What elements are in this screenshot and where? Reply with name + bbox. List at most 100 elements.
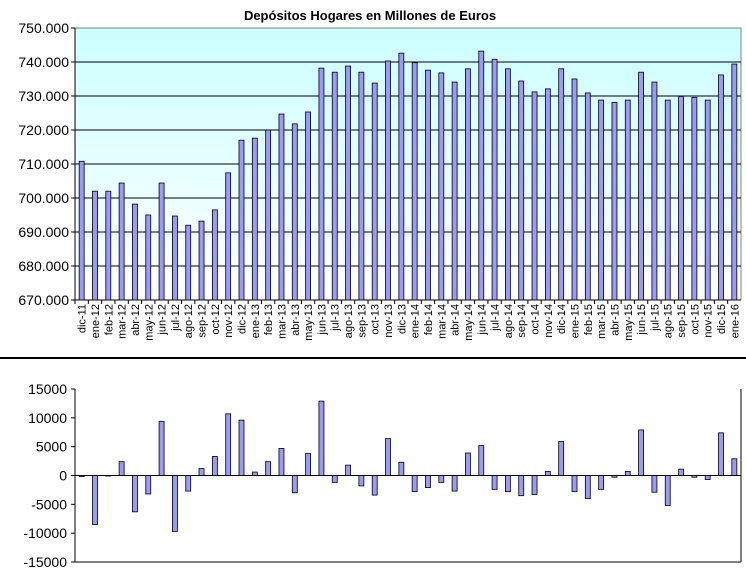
x-tick-label: ago-13 xyxy=(343,304,355,338)
y-tick-label: 690.000 xyxy=(18,224,69,240)
y-tick-label-2: 5000 xyxy=(36,439,67,455)
bar-2 xyxy=(185,475,192,492)
bar xyxy=(171,215,178,301)
x-tick-label: jul-13 xyxy=(330,304,342,332)
x-tick-label: jun-14 xyxy=(476,304,488,336)
x-tick-label: sep-14 xyxy=(516,304,528,338)
x-tick-label: oct-15 xyxy=(689,304,701,335)
bar-2 xyxy=(291,475,298,494)
bar-2 xyxy=(718,432,724,476)
y-tick-label-2: 10000 xyxy=(28,410,67,426)
bar-2 xyxy=(411,475,418,493)
x-tick-label: may-15 xyxy=(623,304,635,341)
x-tick-label: ene-15 xyxy=(570,304,582,338)
bar-2 xyxy=(664,475,671,506)
bar-2 xyxy=(504,475,511,493)
bar xyxy=(358,71,365,301)
y-tick-label: 740.000 xyxy=(18,54,69,70)
bar-2 xyxy=(731,458,738,476)
y-tick-label-2: -5000 xyxy=(31,496,67,512)
x-tick-label: feb-15 xyxy=(583,304,595,335)
y-tick-label: 750.000 xyxy=(18,20,69,36)
bar xyxy=(465,68,471,301)
bar xyxy=(265,129,272,301)
bar-2 xyxy=(331,475,338,483)
x-tick-label: dic-14 xyxy=(556,304,568,334)
bar-2 xyxy=(118,461,125,476)
bar xyxy=(691,96,698,301)
x-tick-label: mar-12 xyxy=(117,304,129,339)
y-tick-label: 720.000 xyxy=(18,122,69,138)
bar xyxy=(132,203,138,301)
bar xyxy=(558,68,565,301)
x-tick-label: dic-11 xyxy=(77,304,89,333)
bar xyxy=(385,60,391,301)
bar-2 xyxy=(132,475,138,513)
bar xyxy=(638,71,644,301)
x-tick-label: may-12 xyxy=(143,304,155,341)
x-tick-label: abr-12 xyxy=(130,304,142,336)
bar-2 xyxy=(531,475,538,495)
x-tick-label: abr-14 xyxy=(450,304,462,336)
x-tick-label: feb-12 xyxy=(103,304,115,335)
bar xyxy=(78,160,85,301)
bar-2 xyxy=(571,475,578,493)
bar xyxy=(425,69,431,301)
bar-2 xyxy=(611,475,618,478)
bar xyxy=(571,78,578,301)
x-tick-label: jun-12 xyxy=(157,304,169,336)
bar-2 xyxy=(278,447,285,476)
bar-2 xyxy=(198,468,205,476)
x-tick-label: dic-12 xyxy=(237,304,249,334)
bar-2 xyxy=(465,452,471,476)
bar xyxy=(225,172,232,301)
bar-2 xyxy=(451,475,458,492)
bar xyxy=(211,209,218,301)
bar xyxy=(345,65,351,301)
x-tick-label: sep-13 xyxy=(356,304,368,338)
x-tick-label: nov-13 xyxy=(383,304,395,338)
bar xyxy=(718,74,724,301)
bar-2 xyxy=(398,461,405,476)
bar xyxy=(664,99,671,301)
bar-2 xyxy=(691,475,698,478)
bar-2 xyxy=(78,475,85,478)
bar-2 xyxy=(624,471,631,476)
bar-2 xyxy=(518,475,525,497)
bar xyxy=(624,99,631,301)
bar xyxy=(278,113,285,301)
x-tick-label: oct-14 xyxy=(530,304,542,335)
bar xyxy=(318,67,325,301)
bar-2 xyxy=(158,420,165,476)
bar xyxy=(118,182,125,301)
y-tick-label-2: -10000 xyxy=(23,525,67,541)
bar-2 xyxy=(638,429,644,476)
y-tick-label: 700.000 xyxy=(18,190,69,206)
bar-2 xyxy=(558,441,565,476)
bar-2 xyxy=(92,475,98,525)
bar xyxy=(518,80,525,301)
x-tick-label: abr-13 xyxy=(290,304,302,336)
bar xyxy=(504,68,511,301)
x-tick-label: ene-13 xyxy=(250,304,262,338)
bar xyxy=(531,91,538,301)
x-tick-label: jul-15 xyxy=(649,304,661,332)
x-tick-label: mar-14 xyxy=(436,304,448,339)
bar-2 xyxy=(265,461,272,476)
bar-2 xyxy=(105,475,112,477)
bar xyxy=(584,92,591,301)
y-tick-label-2: -15000 xyxy=(23,554,67,570)
bar xyxy=(371,82,378,301)
x-tick-label: abr-15 xyxy=(609,304,621,336)
bar xyxy=(145,214,152,301)
x-tick-label: nov-14 xyxy=(543,304,555,338)
bar-2 xyxy=(211,456,218,476)
bar-2 xyxy=(345,464,351,476)
bar-2 xyxy=(251,471,258,476)
bar-2 xyxy=(318,400,325,476)
bar xyxy=(305,111,312,301)
y-tick-label: 680.000 xyxy=(18,258,69,274)
x-tick-label: ene-16 xyxy=(729,304,741,338)
